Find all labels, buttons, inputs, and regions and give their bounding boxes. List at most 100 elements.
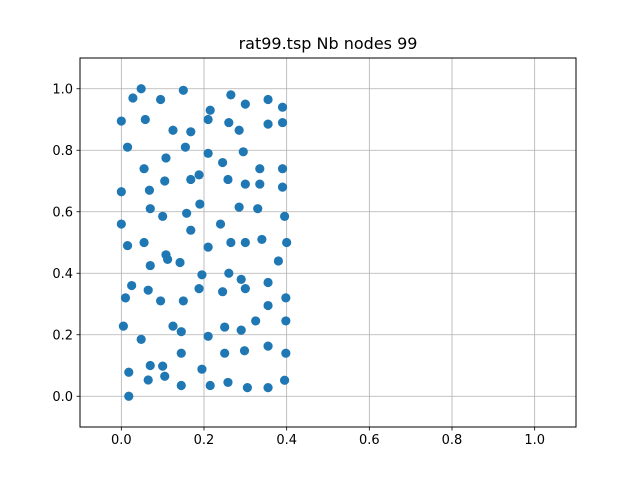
data-point xyxy=(178,85,188,95)
data-point xyxy=(195,199,205,209)
data-point xyxy=(203,331,213,341)
data-point xyxy=(282,237,292,248)
chart-title: rat99.tsp Nb nodes 99 xyxy=(239,34,418,53)
x-tick-label: 0.8 xyxy=(442,433,463,448)
data-point xyxy=(236,325,246,335)
data-point xyxy=(186,174,196,185)
data-point xyxy=(263,277,273,288)
data-point xyxy=(139,164,149,174)
data-point xyxy=(145,360,155,371)
data-point xyxy=(178,296,188,306)
data-point xyxy=(280,375,290,385)
data-point xyxy=(160,371,170,381)
data-point xyxy=(240,284,250,294)
data-point xyxy=(223,377,233,388)
data-point xyxy=(176,348,186,358)
data-point xyxy=(236,274,246,284)
data-point xyxy=(197,364,207,374)
data-point xyxy=(197,270,207,280)
data-point xyxy=(220,348,230,358)
data-point xyxy=(116,219,126,229)
data-point xyxy=(224,268,234,278)
data-point xyxy=(253,204,263,214)
x-axis-ticks: 0.0 0.2 0.4 0.6 0.8 1.0 xyxy=(111,427,545,448)
x-tick-label: 0.0 xyxy=(111,433,132,448)
data-point xyxy=(136,84,146,94)
x-tick-label: 0.6 xyxy=(359,433,380,448)
data-point xyxy=(122,142,133,152)
data-point xyxy=(251,316,261,326)
data-point xyxy=(239,346,250,356)
data-point xyxy=(136,334,146,344)
data-point xyxy=(263,119,273,129)
data-point xyxy=(263,341,273,351)
data-point xyxy=(218,287,228,297)
data-point xyxy=(144,185,155,195)
data-point xyxy=(168,125,178,135)
data-point xyxy=(281,316,291,326)
data-point xyxy=(145,204,155,214)
data-point xyxy=(145,260,155,271)
data-point xyxy=(176,327,186,337)
data-point xyxy=(158,211,168,221)
y-tick-label: 0.0 xyxy=(52,390,73,405)
data-point xyxy=(203,242,213,252)
plot-area xyxy=(80,58,576,427)
data-point xyxy=(127,280,137,291)
data-point xyxy=(203,148,213,158)
data-point xyxy=(186,225,196,235)
data-point xyxy=(205,105,215,115)
x-tick-label: 0.2 xyxy=(194,433,215,448)
data-point xyxy=(273,256,283,266)
data-point xyxy=(277,102,288,112)
data-point xyxy=(143,285,153,295)
data-point xyxy=(220,322,230,332)
data-point xyxy=(277,164,288,174)
data-point xyxy=(128,93,138,103)
data-point xyxy=(223,174,233,185)
data-point xyxy=(161,153,171,163)
data-point xyxy=(140,114,150,125)
data-point xyxy=(182,208,192,218)
data-point xyxy=(224,117,234,128)
y-axis-ticks: 0.0 0.2 0.4 0.6 0.8 1.0 xyxy=(52,82,80,405)
data-point xyxy=(143,375,153,385)
data-point xyxy=(120,293,131,303)
data-point xyxy=(194,284,204,294)
data-point xyxy=(281,293,291,303)
x-tick-label: 0.4 xyxy=(276,433,297,448)
data-point xyxy=(203,114,213,125)
data-point xyxy=(255,179,265,189)
data-point xyxy=(160,176,170,186)
data-point xyxy=(280,211,290,221)
data-point xyxy=(218,157,228,168)
y-tick-label: 0.2 xyxy=(52,328,73,343)
data-point xyxy=(257,234,267,245)
data-point xyxy=(277,182,288,192)
y-tick-label: 0.8 xyxy=(52,144,73,159)
data-point xyxy=(122,240,133,251)
data-point xyxy=(194,170,204,180)
data-point xyxy=(124,367,134,377)
data-point xyxy=(175,257,185,268)
data-point xyxy=(240,179,250,189)
data-point xyxy=(124,391,134,401)
data-point xyxy=(277,117,288,128)
axes-frame xyxy=(79,57,577,428)
data-point xyxy=(116,187,126,197)
data-point xyxy=(242,383,252,393)
data-point xyxy=(158,361,168,371)
data-point xyxy=(263,94,273,105)
data-point xyxy=(215,219,226,229)
data-point xyxy=(180,142,190,152)
data-points xyxy=(116,84,292,401)
data-point xyxy=(168,321,178,331)
data-point xyxy=(163,254,173,265)
x-tick-label: 1.0 xyxy=(524,433,545,448)
data-point xyxy=(255,164,265,174)
data-point xyxy=(226,237,236,248)
data-point xyxy=(116,116,126,126)
data-point xyxy=(156,94,166,105)
data-point xyxy=(238,147,248,157)
